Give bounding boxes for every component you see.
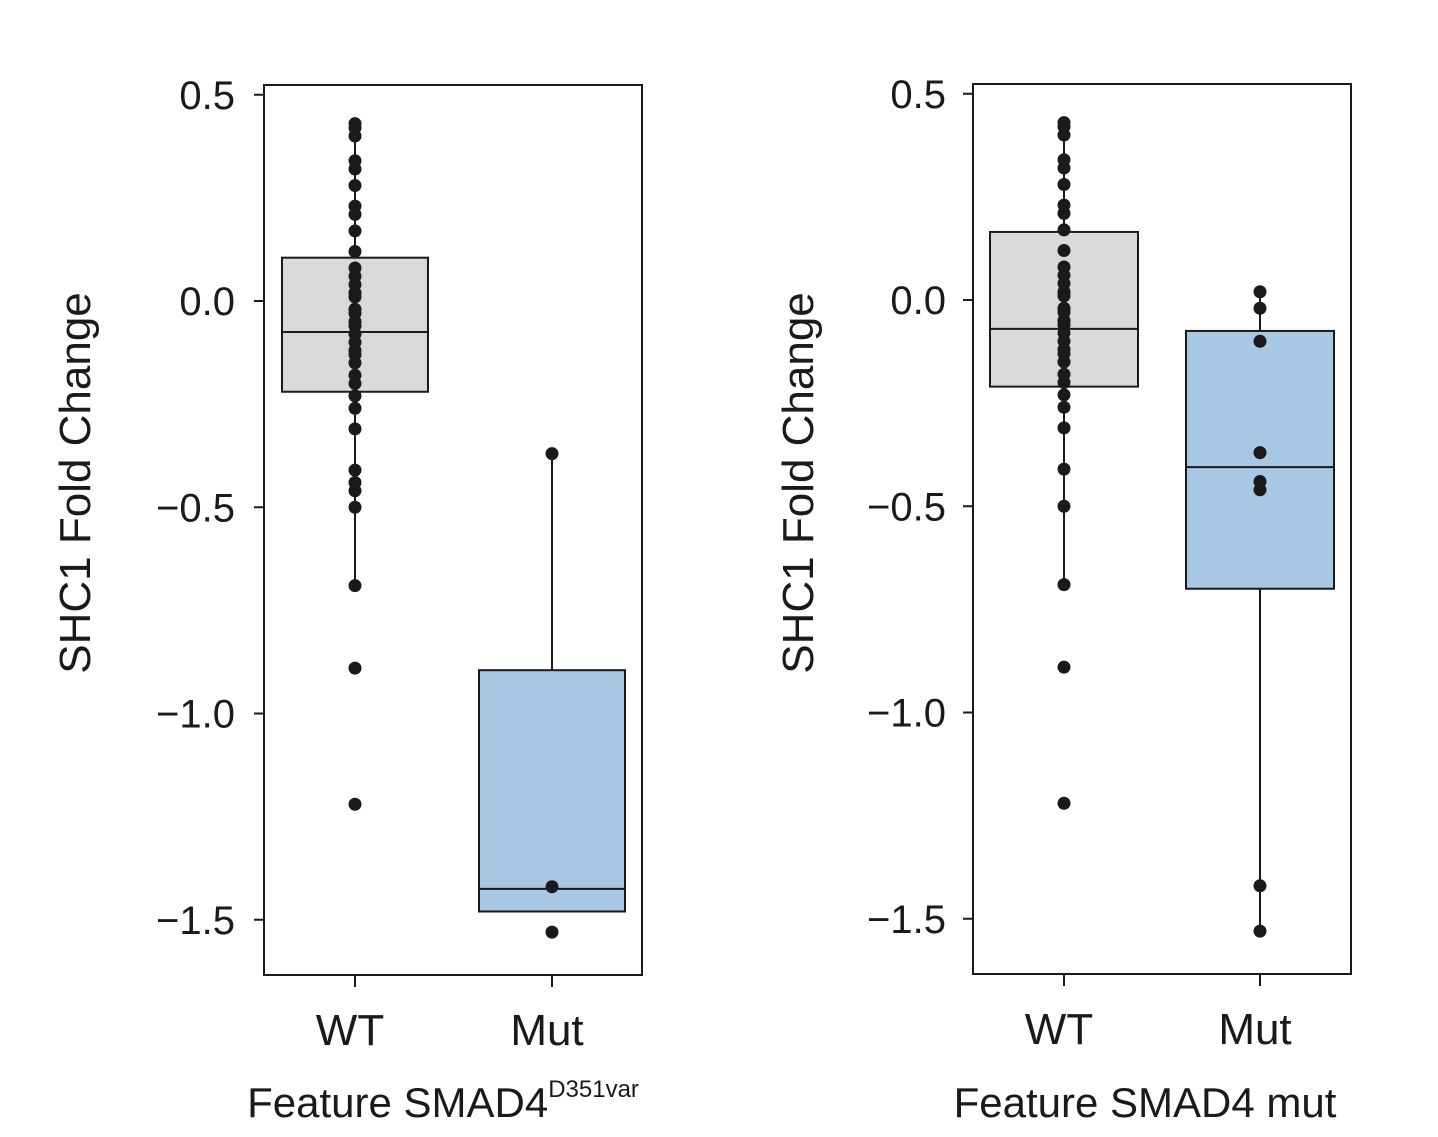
y-tick-label: −1.5: [867, 898, 946, 942]
x-axis-label: Feature SMAD4D351var: [247, 1076, 639, 1126]
data-point: [1057, 244, 1071, 257]
data-point: [1057, 578, 1071, 592]
data-point: [1057, 400, 1071, 414]
data-point: [348, 224, 362, 238]
data-point: [348, 422, 362, 436]
data-point: [1057, 499, 1071, 513]
y-tick-label: 0.5: [179, 74, 235, 118]
data-point: [1057, 206, 1071, 220]
box-mut: [478, 669, 626, 913]
data-point: [1057, 388, 1071, 402]
data-point: [348, 179, 362, 192]
y-axis-label: SHC1 Fold Change: [51, 292, 100, 674]
data-point: [348, 389, 362, 403]
data-point: [348, 484, 362, 498]
data-point: [1057, 421, 1071, 435]
data-point: [1057, 462, 1071, 476]
box-mut: [1185, 329, 1335, 590]
y-tick-label: −0.5: [156, 486, 235, 530]
data-point: [1253, 924, 1267, 938]
data-point: [348, 463, 362, 477]
data-point: [348, 401, 362, 415]
data-point: [348, 797, 362, 811]
data-point: [545, 925, 559, 939]
y-tick-label: −0.5: [867, 485, 946, 529]
data-point: [348, 500, 362, 514]
data-point: [545, 447, 559, 461]
data-point: [1057, 355, 1071, 369]
x-tick-label: WT: [1025, 1005, 1093, 1054]
data-point: [348, 377, 362, 390]
data-point: [1253, 285, 1267, 299]
data-point: [1253, 334, 1267, 348]
data-point: [348, 579, 362, 593]
y-axis-label: SHC1 Fold Change: [774, 292, 823, 674]
data-point: [348, 245, 362, 258]
plot-frame: [263, 84, 643, 976]
data-point: [1057, 660, 1071, 674]
data-point: [1057, 796, 1071, 810]
y-tick-label: −1.0: [867, 692, 946, 736]
plot-frame: [972, 83, 1352, 975]
x-tick-label: Mut: [510, 1006, 583, 1055]
data-point: [348, 162, 362, 176]
data-point: [1057, 376, 1071, 389]
x-tick-label: WT: [316, 1006, 384, 1055]
data-point: [1057, 128, 1071, 142]
data-point: [1253, 483, 1267, 497]
y-tick-label: 0.0: [890, 279, 946, 323]
data-point: [348, 661, 362, 675]
y-tick-label: 0.5: [890, 73, 946, 117]
data-point: [1057, 161, 1071, 175]
data-point: [1057, 289, 1071, 303]
data-point: [1057, 178, 1071, 191]
data-point: [1253, 301, 1267, 315]
panel-smad4-mut: SHC1 Fold Change Feature SMAD4 mut 0.5 0.…: [774, 73, 1352, 1126]
data-point: [348, 356, 362, 370]
data-point: [348, 290, 362, 304]
y-tick-label: −1.5: [156, 899, 235, 943]
y-tick-label: 0.0: [179, 280, 235, 324]
panel-smad4-d351var: SHC1 Fold Change Feature SMAD4D351var 0.…: [51, 74, 643, 1126]
data-point: [1253, 446, 1267, 460]
x-tick-label: Mut: [1218, 1005, 1291, 1054]
data-point: [348, 129, 362, 143]
x-axis-label: Feature SMAD4 mut: [954, 1079, 1337, 1126]
data-point: [545, 880, 559, 894]
data-point: [348, 207, 362, 221]
data-point: [1057, 223, 1071, 237]
data-point: [1253, 879, 1267, 893]
y-tick-label: −1.0: [156, 693, 235, 737]
